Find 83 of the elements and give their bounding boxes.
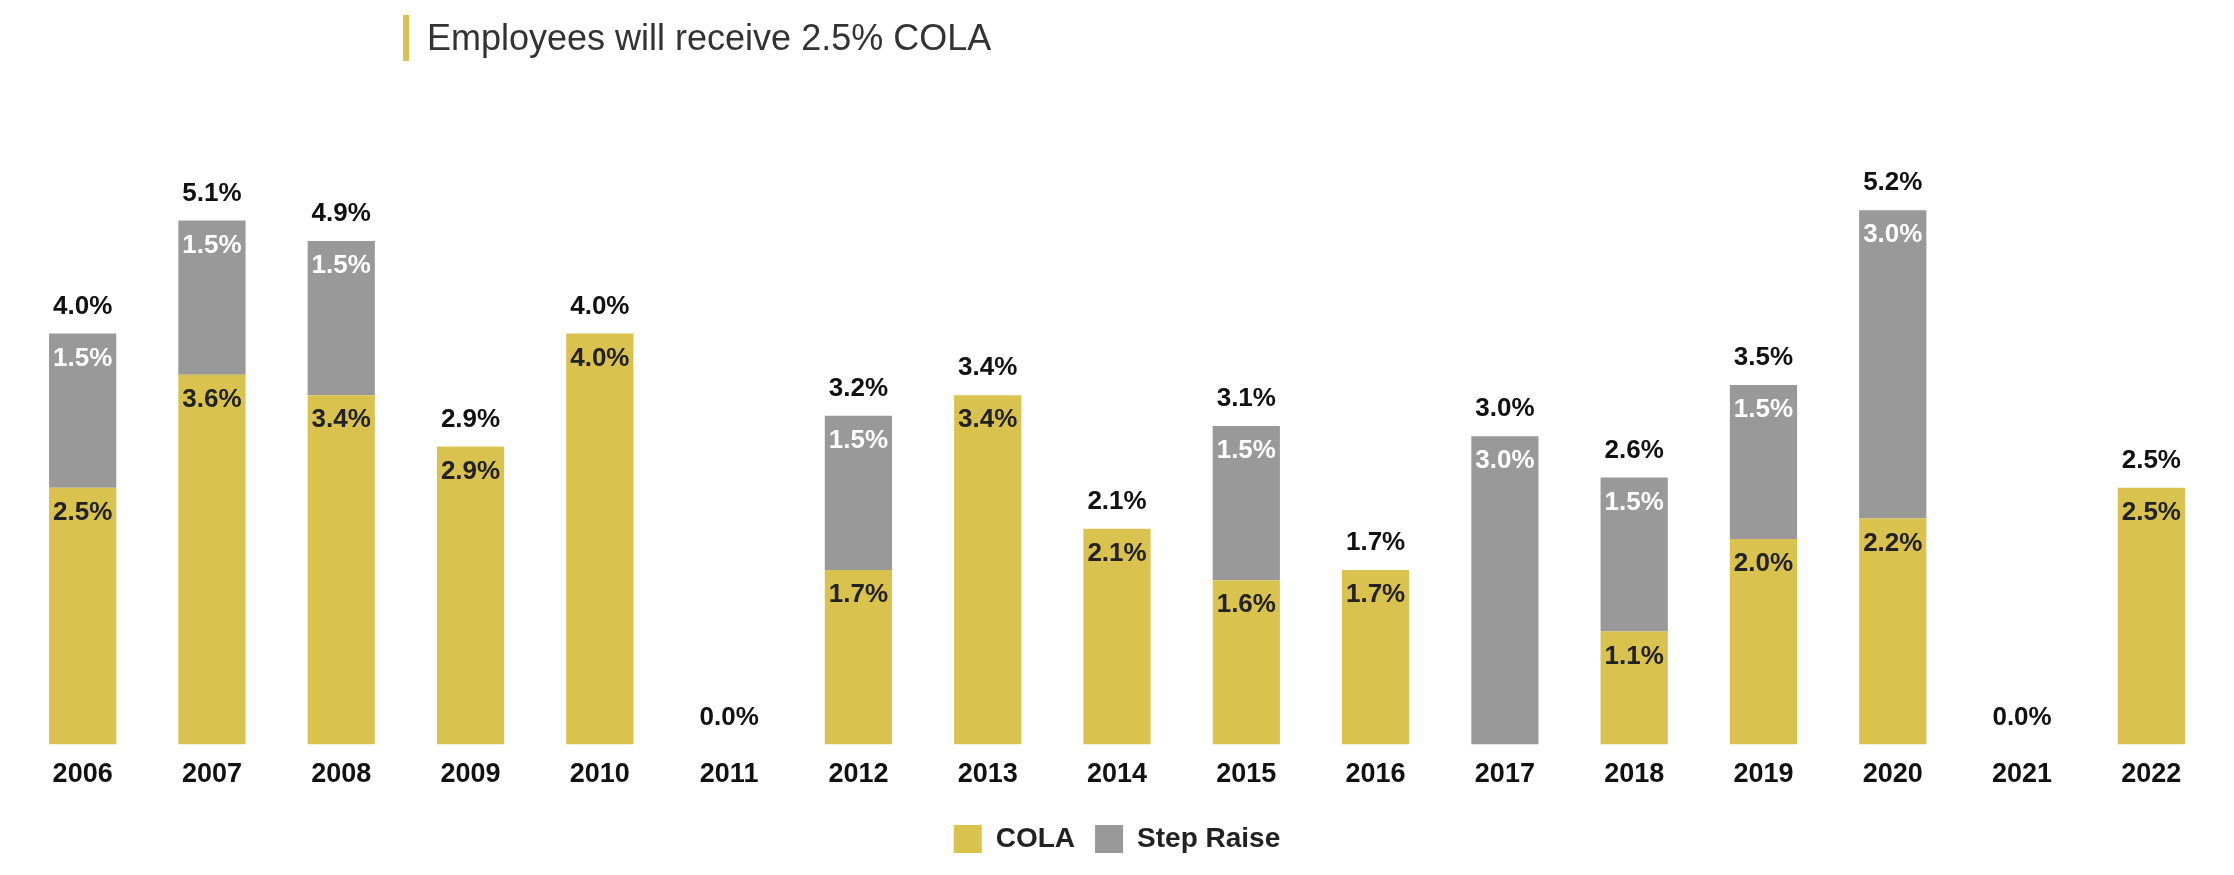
- bar: [1729, 384, 1798, 540]
- data-label: 1.7%: [1345, 578, 1406, 609]
- x-tick-label: 2020: [1862, 758, 1923, 789]
- data-label: 1.5%: [182, 228, 242, 259]
- legend-label: Step Raise: [1137, 821, 1281, 853]
- bar: [178, 220, 246, 375]
- data-label: 3.6%: [182, 382, 242, 413]
- legend-label: COLA: [995, 821, 1076, 853]
- data-label: 2.0%: [1733, 547, 1794, 578]
- total-label: 2.5%: [2121, 443, 2181, 474]
- total-label: 3.4%: [958, 351, 1018, 382]
- total-label: 3.2%: [828, 371, 889, 402]
- bar: [49, 487, 117, 745]
- data-label: 1.5%: [828, 423, 889, 454]
- data-label: 3.4%: [311, 403, 371, 434]
- x-tick-label: 2022: [2121, 758, 2182, 789]
- x-tick-label: 2017: [1474, 758, 1535, 789]
- bar: [178, 374, 246, 745]
- bar: [824, 415, 893, 570]
- data-label: 2.5%: [53, 495, 113, 526]
- bar: [1341, 569, 1410, 745]
- x-tick-label: 2009: [440, 758, 501, 789]
- x-tick-label: 2010: [569, 758, 630, 789]
- x-tick-label: 2012: [828, 758, 889, 789]
- bar: [954, 395, 1022, 745]
- total-label: 2.6%: [1604, 433, 1664, 464]
- bar: [307, 241, 375, 396]
- data-label: 1.1%: [1604, 639, 1664, 670]
- bar: [1212, 580, 1280, 745]
- total-label: 3.1%: [1216, 382, 1276, 413]
- x-tick-label: 2021: [1992, 758, 2053, 789]
- total-label: 0.0%: [1992, 700, 2052, 731]
- bar: [49, 333, 117, 488]
- x-tick-label: 2007: [181, 758, 242, 789]
- data-label: 1.5%: [311, 249, 371, 280]
- data-label: 2.5%: [2121, 495, 2181, 526]
- x-tick-label: 2018: [1604, 758, 1665, 789]
- bar: [824, 569, 893, 745]
- data-label: 2.1%: [1087, 536, 1147, 567]
- bar: [1859, 518, 1927, 745]
- x-tick-label: 2013: [957, 758, 1018, 789]
- data-label: 2.9%: [440, 454, 501, 485]
- data-label: 4.0%: [570, 341, 630, 372]
- data-label: 3.0%: [1475, 444, 1535, 475]
- bar: [436, 446, 505, 745]
- data-label: 1.5%: [1733, 393, 1794, 424]
- bar: [566, 333, 634, 745]
- data-label: 1.6%: [1216, 588, 1276, 619]
- data-label: 1.7%: [828, 578, 889, 609]
- bar: [1729, 539, 1798, 745]
- total-label: 4.0%: [53, 289, 113, 320]
- total-label: 1.7%: [1345, 526, 1406, 557]
- total-label: 5.1%: [182, 176, 242, 207]
- x-tick-label: 2016: [1345, 758, 1406, 789]
- data-label: 3.4%: [958, 403, 1018, 434]
- x-tick-label: 2008: [311, 758, 372, 789]
- x-tick-label: 2014: [1086, 758, 1148, 789]
- chart-title: Employees will receive 2.5% COLA: [427, 17, 992, 59]
- total-label: 2.1%: [1087, 484, 1147, 515]
- total-label: 5.2%: [1863, 166, 1923, 197]
- total-label: 3.5%: [1733, 341, 1794, 372]
- data-label: 2.2%: [1863, 526, 1923, 557]
- total-label: 4.9%: [311, 197, 371, 228]
- bar: [1600, 631, 1668, 745]
- total-label: 2.9%: [440, 402, 501, 433]
- x-tick-label: 2019: [1733, 758, 1794, 789]
- bar: [1471, 436, 1539, 745]
- x-tick-label: 2015: [1216, 758, 1277, 789]
- total-label: 3.0%: [1475, 392, 1535, 423]
- x-tick-label: 2006: [52, 758, 113, 789]
- bar: [1859, 210, 1927, 519]
- data-label: 3.0%: [1863, 218, 1923, 249]
- data-label: 1.5%: [53, 341, 113, 372]
- data-label: 1.5%: [1216, 434, 1276, 465]
- data-label: 1.5%: [1604, 485, 1664, 516]
- bar: [307, 395, 375, 745]
- bar: [2117, 487, 2185, 745]
- total-label: 0.0%: [699, 700, 759, 731]
- x-tick-label: 2011: [699, 758, 759, 789]
- bar: [1212, 426, 1280, 581]
- bar: [1083, 528, 1151, 745]
- bar: [1600, 477, 1668, 632]
- total-label: 4.0%: [570, 289, 630, 320]
